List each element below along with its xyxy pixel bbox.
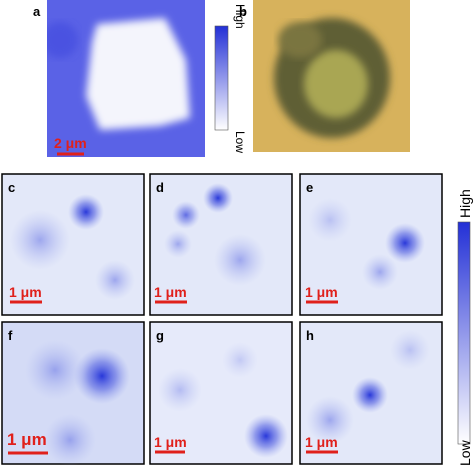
panel-a	[47, 0, 205, 157]
shade	[390, 330, 430, 370]
panel-label: g	[156, 328, 164, 343]
scale-bar-label: 2 μm	[54, 135, 87, 151]
shade	[10, 210, 70, 270]
shade	[25, 340, 85, 400]
scale-bar-label: 1 μm	[305, 284, 338, 300]
panel-e	[299, 173, 443, 316]
panel-label: c	[8, 180, 15, 195]
panel-f	[1, 321, 145, 466]
panel-h	[299, 321, 443, 465]
colorbar	[457, 221, 471, 445]
panel-label: f	[8, 328, 13, 343]
spot	[352, 377, 388, 413]
shade	[214, 234, 266, 286]
panel-c	[1, 173, 145, 316]
panel-b	[253, 0, 410, 152]
shade	[158, 368, 202, 412]
spot	[74, 348, 130, 404]
panel-label: e	[306, 180, 313, 195]
scale-bar-label: 1 μm	[7, 430, 47, 449]
panel-label: b	[239, 4, 247, 19]
colorbar-high: High	[457, 189, 473, 218]
panel-label: d	[156, 180, 164, 195]
scale-bar-label: 1 μm	[154, 434, 187, 450]
shade	[164, 230, 192, 258]
core	[304, 50, 368, 118]
shade	[308, 198, 352, 242]
flake	[86, 18, 190, 130]
spot	[385, 223, 425, 263]
shade	[47, 22, 78, 58]
panel-label: a	[33, 4, 41, 19]
panel-label: h	[306, 328, 314, 343]
shade	[278, 22, 322, 58]
spot	[172, 201, 200, 229]
scale-bar-label: 1 μm	[154, 284, 187, 300]
spot	[244, 414, 288, 458]
colorbar-high: High	[233, 4, 247, 29]
panel-d	[149, 173, 293, 316]
shade	[362, 254, 398, 290]
shade	[44, 414, 96, 466]
colorbar	[214, 25, 229, 131]
spot	[203, 183, 233, 213]
panel-g	[149, 321, 293, 465]
shade	[95, 260, 135, 300]
spot	[68, 194, 104, 230]
shade	[222, 342, 258, 378]
colorbar-low: Low	[457, 439, 473, 466]
shade	[306, 396, 354, 444]
colorbar-low: Low	[233, 131, 247, 153]
scale-bar-label: 1 μm	[305, 434, 338, 450]
scale-bar-label: 1 μm	[9, 284, 42, 300]
